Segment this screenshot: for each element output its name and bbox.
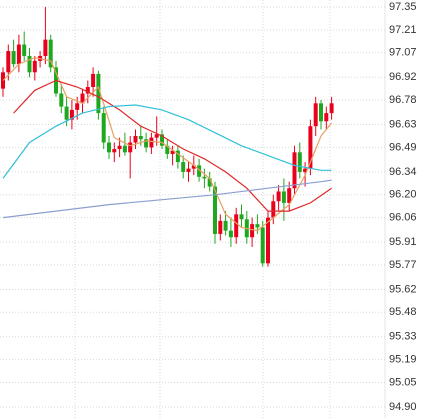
y-tick-label: 96.63: [389, 118, 417, 130]
candle-body: [165, 145, 170, 154]
vertical-grid: [74, 0, 331, 418]
candle-body: [271, 201, 276, 218]
candle-body: [85, 87, 90, 94]
candle-body: [11, 51, 16, 65]
candle-body: [197, 165, 202, 177]
candle-body: [175, 150, 180, 163]
y-tick-label: 96.34: [389, 166, 417, 178]
candle-body: [250, 224, 255, 238]
y-tick-label: 95.77: [389, 259, 417, 271]
candle-body: [297, 152, 302, 172]
candle-body: [239, 214, 244, 220]
candle-body: [27, 55, 32, 73]
candle-body: [319, 103, 323, 122]
candle-body: [107, 142, 111, 153]
candle-body: [75, 103, 80, 110]
candle-body: [43, 39, 48, 56]
candle-body: [324, 113, 329, 122]
y-tick-label: 96.20: [389, 189, 417, 201]
candle-body: [260, 227, 265, 264]
y-tick-label: 95.33: [389, 331, 417, 343]
y-tick-label: 96.06: [389, 212, 417, 224]
candle-body: [213, 186, 217, 234]
candle-body: [186, 168, 191, 172]
moving-average-line: [2, 179, 332, 219]
candle-body: [191, 165, 196, 169]
y-tick-label: 95.19: [389, 354, 417, 366]
candle-body: [149, 137, 154, 148]
candle-body: [287, 188, 292, 203]
candle-body: [276, 191, 281, 202]
candle-body: [138, 135, 143, 140]
candle-body: [117, 145, 122, 150]
y-tick-label: 97.21: [389, 24, 417, 36]
candle-body: [122, 145, 127, 153]
candle-body: [128, 142, 133, 153]
moving-average-line: [2, 104, 332, 179]
y-tick-label: 97.35: [389, 1, 417, 13]
candle-body: [59, 93, 64, 107]
candle-body: [112, 149, 117, 153]
candle-body: [144, 139, 149, 148]
y-tick-label: 96.92: [389, 71, 417, 83]
y-tick-label: 95.62: [389, 283, 417, 295]
y-tick-label: 95.48: [389, 306, 417, 318]
candle-body: [207, 178, 212, 187]
candle-body: [170, 150, 175, 154]
candle-body: [69, 109, 74, 120]
candle-body: [266, 217, 270, 264]
candle-body: [133, 135, 138, 143]
candle-body: [292, 152, 297, 189]
y-tick-label: 96.49: [389, 141, 417, 153]
candle-body: [329, 103, 334, 114]
candle-body: [32, 60, 37, 73]
candle-body: [303, 168, 308, 172]
moving-average-line: [13, 79, 332, 212]
candle-body: [16, 44, 21, 65]
candle-body: [228, 230, 233, 238]
candle-body: [160, 134, 164, 146]
candle-body: [218, 220, 223, 234]
y-tick-label: 95.05: [389, 376, 417, 388]
y-tick-label: 95.91: [389, 236, 417, 248]
candle-body: [281, 191, 286, 203]
candle-body: [255, 224, 260, 228]
candle-body: [80, 93, 85, 104]
candle-body: [223, 220, 228, 231]
candle-body: [234, 214, 239, 238]
candle-body: [96, 73, 101, 114]
y-tick-label: 96.78: [389, 94, 417, 106]
candle-body: [6, 51, 11, 73]
candle-body: [64, 106, 69, 120]
candle-body: [101, 113, 106, 143]
candle-body: [22, 44, 27, 56]
candle-body: [313, 103, 318, 127]
candle-body: [181, 162, 186, 172]
y-tick-label: 94.90: [389, 401, 417, 413]
y-tick-label: 97.07: [389, 47, 417, 59]
candle-body: [202, 176, 207, 179]
candle-body: [48, 39, 53, 68]
candle-body: [308, 126, 313, 169]
candle-body: [91, 73, 96, 87]
candle-body: [154, 134, 159, 138]
